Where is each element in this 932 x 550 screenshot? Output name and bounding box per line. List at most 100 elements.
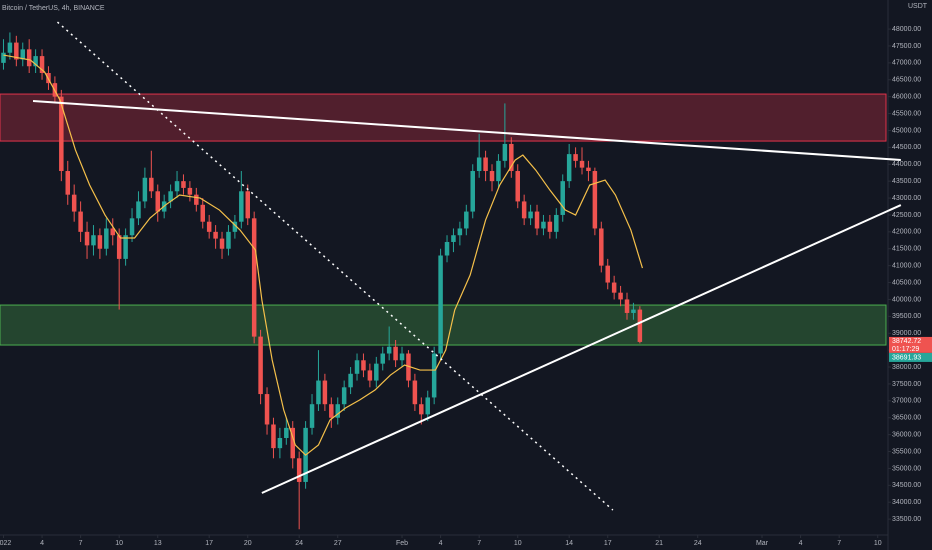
y-tick-label: 43000.00: [892, 195, 921, 202]
candle-body: [335, 404, 340, 418]
y-tick-label: 33500.00: [892, 516, 921, 523]
candle-body: [309, 404, 315, 428]
candle-body: [239, 191, 244, 222]
y-tick-label: 42000.00: [892, 229, 921, 236]
candle-body: [586, 167, 591, 172]
y-tick-label: 39000.00: [892, 330, 921, 337]
x-tick-label: 4: [439, 540, 443, 547]
candle-body: [496, 160, 501, 182]
candle-body: [566, 154, 572, 182]
candle-body: [316, 380, 321, 405]
x-tick-label: 4: [40, 540, 44, 547]
candle-body: [206, 221, 212, 232]
candle-body: [573, 154, 578, 161]
candle-body: [476, 157, 482, 172]
candle-body: [168, 191, 173, 202]
candle-body: [200, 204, 205, 222]
x-tick-label: 2022: [0, 540, 11, 547]
candle-body: [579, 160, 585, 168]
candle-body: [258, 336, 263, 395]
candle-body: [14, 42, 19, 60]
candle-body: [592, 171, 598, 229]
candle-body: [26, 49, 32, 67]
y-tick-label: 46500.00: [892, 77, 921, 84]
candle-body: [380, 353, 385, 364]
bid-price-label: 38691.93: [892, 354, 921, 361]
zone: [0, 304, 887, 346]
candle-body: [271, 424, 276, 449]
candle-body: [116, 235, 122, 259]
candle-body: [624, 299, 630, 313]
candle-body: [354, 360, 360, 374]
y-tick-label: 45500.00: [892, 110, 921, 117]
y-tick-label: 35000.00: [892, 465, 921, 472]
trend-line: [261, 204, 902, 494]
y-tick-label: 39500.00: [892, 313, 921, 320]
y-tick-label: 36500.00: [892, 415, 921, 422]
candle-body: [1, 52, 6, 63]
candle-body: [560, 181, 565, 215]
candle-body: [264, 394, 270, 425]
y-tick-label: 45000.00: [892, 127, 921, 134]
candle-body: [174, 181, 180, 192]
y-tick-label: 35500.00: [892, 448, 921, 455]
y-tick-label: 48000.00: [892, 26, 921, 33]
y-tick-label: 34000.00: [892, 499, 921, 506]
x-tick-label: 13: [154, 540, 162, 547]
x-tick-label: Feb: [396, 540, 408, 547]
y-axis-title: USDT: [908, 3, 928, 10]
candle-body: [65, 171, 71, 195]
candle-body: [322, 380, 328, 405]
candle-body: [489, 171, 495, 182]
candle-body: [547, 221, 553, 232]
y-tick-label: 41000.00: [892, 262, 921, 269]
candle-body: [502, 143, 508, 161]
candle-body: [129, 218, 135, 236]
candle-body: [425, 397, 430, 415]
x-tick-label: 17: [205, 540, 213, 547]
candle-body: [219, 238, 225, 249]
candle-body: [348, 373, 353, 388]
last-price-box: [889, 336, 932, 353]
candle-body: [97, 235, 103, 249]
candle-body: [367, 370, 373, 381]
candle-body: [142, 177, 148, 202]
y-tick-label: 44500.00: [892, 144, 921, 151]
candle-body: [136, 201, 141, 219]
x-tick-label: 21: [655, 540, 663, 547]
candle-body: [534, 211, 540, 229]
candle-body: [296, 458, 302, 482]
candle-body: [541, 221, 546, 229]
candle-body: [464, 211, 469, 229]
y-tick-label: 47000.00: [892, 60, 921, 67]
candle-body: [277, 438, 283, 449]
candle-body: [515, 171, 520, 202]
x-tick-label: Mar: [756, 540, 769, 547]
bid-price-box: [889, 352, 932, 362]
candle-body: [123, 235, 128, 259]
y-tick-label: 38000.00: [892, 364, 921, 371]
x-tick-label: 4: [799, 540, 803, 547]
y-tick-label: 47500.00: [892, 43, 921, 50]
candle-body: [194, 194, 199, 205]
x-tick-label: 14: [565, 540, 573, 547]
moving-average: [3, 54, 644, 456]
candle-body: [91, 235, 96, 246]
candle-body: [7, 42, 13, 53]
x-tick-label: 7: [477, 540, 481, 547]
y-tick-label: 46000.00: [892, 94, 921, 101]
candle-body: [521, 201, 527, 219]
candle-body: [406, 353, 411, 381]
candle-body: [631, 309, 636, 313]
candle-body: [245, 191, 250, 219]
candle-body: [528, 211, 533, 219]
candle-body: [78, 211, 83, 232]
last-price-label: 38742.72: [892, 338, 921, 345]
x-tick-label: 27: [334, 540, 342, 547]
y-tick-label: 34500.00: [892, 482, 921, 489]
candle-body: [470, 171, 475, 212]
candle-body: [605, 265, 610, 283]
